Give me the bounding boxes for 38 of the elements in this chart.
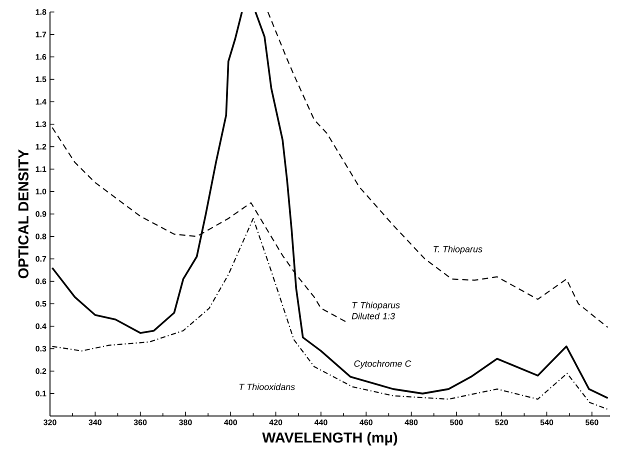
x-tick-label: 380: [179, 420, 192, 426]
y-tick-label: 0.3: [36, 346, 46, 352]
x-tick-label: 400: [224, 420, 237, 426]
x-tick-label: 360: [134, 420, 147, 426]
y-tick-label: 0.2: [36, 368, 46, 374]
y-tick-label: 1.7: [36, 32, 46, 38]
y-tick-label: 1.2: [36, 144, 46, 150]
y-tick-label: 0.8: [36, 234, 46, 240]
y-tick-label: 1.4: [36, 99, 46, 105]
x-tick-label: 420: [269, 420, 282, 426]
x-axis-title: WAVELENGTH (mμ): [262, 432, 398, 446]
y-tick-label: 1.5: [36, 76, 46, 82]
x-tick-label: 540: [540, 420, 554, 426]
series-label: Cytochrome C: [354, 360, 412, 369]
y-tick-label: 0.6: [36, 278, 46, 284]
y-tick-label: 1.6: [36, 54, 46, 60]
y-axis-title: OPTICAL DENSITY: [18, 149, 28, 278]
x-tick-label: 560: [586, 420, 598, 426]
x-tick-label: 460: [360, 420, 372, 426]
y-tick-label: 1.8: [36, 9, 46, 15]
x-tick-label: 340: [88, 420, 102, 426]
y-tick-label: 1.1: [36, 166, 46, 172]
y-tick-label: 0.4: [36, 323, 46, 330]
x-tick-label: 520: [495, 420, 508, 426]
series-label: T. Thioparus: [434, 246, 482, 254]
text: T Thiooxidans: [239, 384, 295, 390]
y-tick-label: 1.0: [36, 188, 46, 194]
x-tick-label: 320: [44, 420, 56, 426]
y-tick-label: 1.3: [36, 121, 46, 128]
y-tick-label: 0.5: [36, 300, 46, 307]
x-tick-label: 500: [450, 420, 463, 426]
x-tick-label: 440: [314, 420, 328, 426]
y-tick-label: 0.7: [36, 256, 46, 262]
line-series: [267, 12, 608, 328]
y-tick-label: 0.1: [36, 390, 46, 396]
x-tick-label: 480: [404, 420, 418, 426]
y-tick-label: 0.9: [36, 211, 46, 217]
series-label: T Thioparus Diluted 1:3: [352, 302, 400, 320]
